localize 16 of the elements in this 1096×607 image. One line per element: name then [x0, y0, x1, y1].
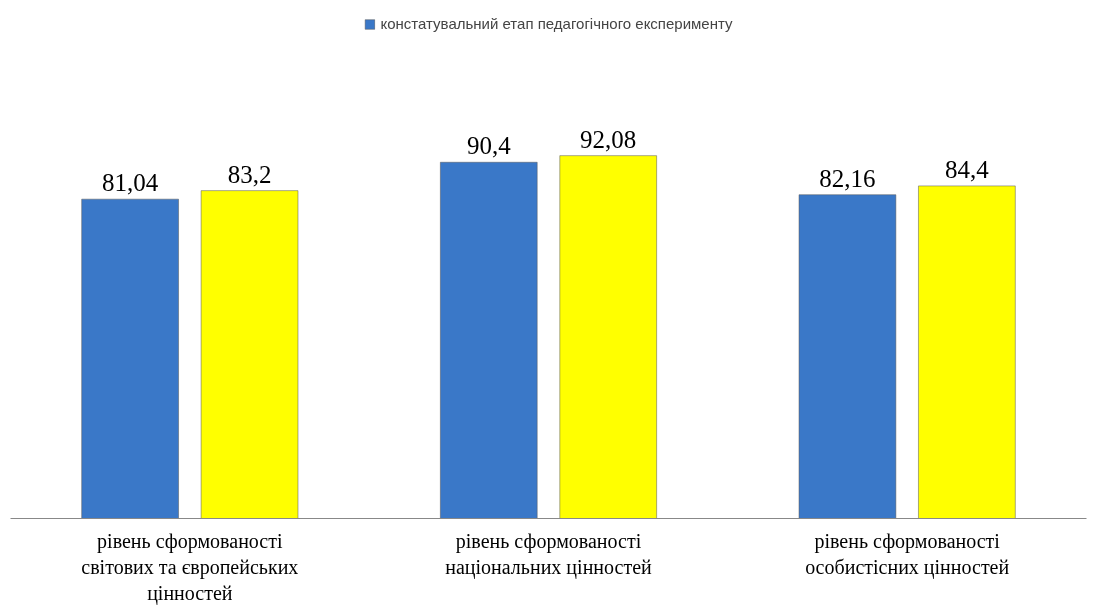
legend-label: констатувальний етап педагогічного експерименту — [380, 15, 733, 32]
data-label: 83,2 — [227, 160, 272, 188]
x-tick-label: рівень сформованості особистісних цінностей — [805, 529, 1010, 579]
bar — [918, 185, 1016, 519]
bar — [200, 190, 299, 519]
data-label: 84,4 — [945, 155, 990, 183]
bar — [440, 162, 538, 519]
x-tick-label: рівень сформованості національних цінностей — [445, 529, 653, 579]
bar — [559, 155, 657, 519]
data-label: 90,4 — [466, 132, 512, 160]
bar — [81, 198, 179, 519]
data-label: 82,16 — [819, 164, 876, 192]
data-label: 81,04 — [101, 169, 159, 197]
x-tick-label: рівень сформованості світових та європейських цінностей — [81, 529, 299, 606]
bar — [798, 194, 897, 519]
data-label: 92,08 — [580, 125, 637, 153]
